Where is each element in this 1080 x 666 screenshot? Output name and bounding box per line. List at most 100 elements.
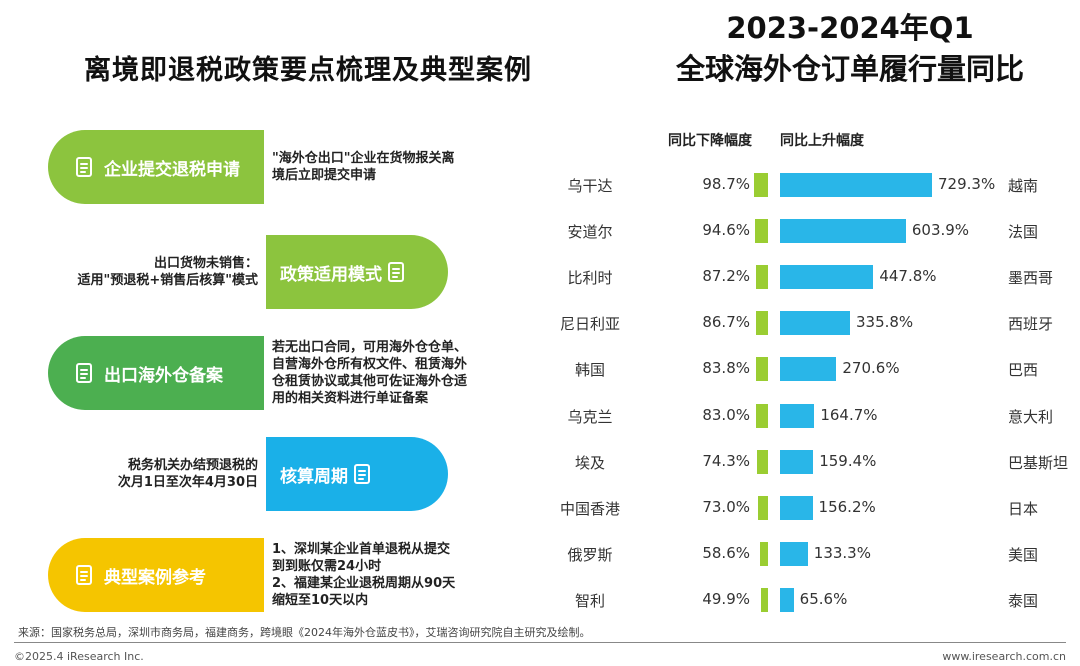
legend-decrease: 同比下降幅度 <box>668 133 752 149</box>
data-label-increase: 156.2% <box>818 497 876 516</box>
category-label-left: 尼日利亚 <box>560 315 621 334</box>
policy-desc-line: 仓租赁协议或其他可佐证海外仓适 <box>272 374 468 389</box>
data-label-decrease: 94.6% <box>702 221 750 240</box>
policy-desc-line: 次月1日至次年4月30日 <box>117 475 258 490</box>
data-label-decrease: 73.0% <box>702 497 750 516</box>
policy-pill-label: 核算周期 <box>280 466 348 487</box>
left-panel-title: 离境即退税政策要点梳理及典型案例 <box>84 55 532 86</box>
data-label-decrease: 83.0% <box>702 405 750 424</box>
cycle-icon <box>348 459 378 489</box>
category-label-right: 西班牙 <box>1008 315 1054 334</box>
policy-pill-label: 典型案例参考 <box>104 567 206 588</box>
policy-desc-line: "海外仓出口"企业在货物报关离 <box>272 151 455 166</box>
bar-increase <box>780 173 932 197</box>
category-label-left: 乌克兰 <box>567 407 613 426</box>
data-label-decrease: 58.6% <box>702 543 750 562</box>
chart-title: 2023-2024年Q1 全球海外仓订单履行量同比 <box>640 8 1060 90</box>
policy-pill-4: 核算周期 <box>266 437 448 511</box>
policy-pill-label: 企业提交退税申请 <box>104 159 240 180</box>
policy-desc-3: 若无出口合同，可用海外仓仓单、 自营海外仓所有权文件、租赁海外 仓租赁协议或其他可佐… <box>272 339 467 407</box>
policy-desc-2: 出口货物未销售： 适用"预退税+销售后核算"模式 <box>78 255 258 289</box>
policy-desc-1: "海外仓出口"企业在货物报关离 境后立即提交申请 <box>272 150 455 184</box>
bar-decrease <box>759 541 768 566</box>
category-label-right: 墨西哥 <box>1008 269 1054 288</box>
bar-decrease <box>755 311 768 336</box>
category-label-left: 中国香港 <box>560 499 621 518</box>
bar-decrease <box>755 265 768 290</box>
category-label-right: 泰国 <box>1008 591 1039 610</box>
policy-desc-line: 适用"预退税+销售后核算"模式 <box>77 273 258 288</box>
data-label-decrease: 86.7% <box>702 313 750 332</box>
policy-desc-4: 税务机关办结预退税的次月1日至次年4月30日 <box>118 457 258 491</box>
bar-decrease <box>757 495 768 520</box>
bar-decrease <box>754 173 768 197</box>
policy-pill-3: 出口海外仓备案 <box>48 336 264 410</box>
bar-increase <box>780 311 850 336</box>
data-label-decrease: 98.7% <box>702 175 750 193</box>
policy-desc-line: 若无出口合同，可用海外仓仓单、 <box>272 340 468 355</box>
policy-desc-line: 用的相关资料进行单证备案 <box>272 391 429 406</box>
person-icon <box>70 560 100 590</box>
policy-pill-label: 政策适用模式 <box>280 264 382 285</box>
bar-decrease <box>756 357 768 382</box>
category-label-left: 乌干达 <box>567 177 613 195</box>
category-label-right: 法国 <box>1008 223 1039 242</box>
chart-title-line2: 全球海外仓订单履行量同比 <box>675 52 1024 86</box>
bar-increase <box>780 265 874 290</box>
policy-desc-line: 自营海外仓所有权文件、租赁海外 <box>272 357 468 372</box>
bar-decrease <box>756 403 768 428</box>
bar-increase <box>780 219 906 244</box>
category-label-left: 智利 <box>574 591 605 610</box>
category-label-left: 安道尔 <box>567 223 613 242</box>
data-label-increase: 159.4% <box>819 451 877 470</box>
policy-desc-line: 税务机关办结预退税的 <box>127 458 258 473</box>
policy-pill-1: 企业提交退税申请 <box>48 130 264 204</box>
category-label-right: 意大利 <box>1008 407 1054 426</box>
data-label-increase: 603.9% <box>911 221 970 240</box>
source-note: 来源：国家税务总局，深圳市商务局，福建商务，跨境眼《2024年海外仓蓝皮书》，艾… <box>18 626 591 639</box>
policy-pill-label: 出口海外仓备案 <box>104 365 223 386</box>
website: www.iresearch.com.cn <box>942 650 1066 663</box>
data-label-decrease: 87.2% <box>702 267 750 286</box>
policy-desc-line: 缩短至10天以内 <box>272 593 369 608</box>
legend-increase: 同比上升幅度 <box>780 133 864 149</box>
policy-desc-5: 1、深圳某企业首单退税从提交 到到账仅需24小时 2、福建某企业退税周期从90天 缩短… <box>272 541 455 609</box>
bar-increase <box>780 541 808 566</box>
policy-desc-line: 1、深圳某企业首单退税从提交 <box>272 542 451 557</box>
data-label-increase: 65.6% <box>799 589 848 608</box>
policy-pill-2: 政策适用模式 <box>266 235 448 309</box>
data-label-increase: 335.8% <box>855 313 914 332</box>
copyright: ©2025.4 iResearch Inc. <box>14 650 144 663</box>
data-label-decrease: 49.9% <box>702 589 750 608</box>
bar-increase <box>780 449 814 474</box>
category-label-left: 韩国 <box>574 361 605 380</box>
footer-divider <box>14 642 1066 643</box>
bar-increase <box>780 587 794 612</box>
policy-desc-line: 出口货物未销售： <box>153 256 258 271</box>
data-label-decrease: 74.3% <box>702 451 750 470</box>
bar-increase <box>780 495 813 520</box>
category-label-left: 比利时 <box>567 269 613 288</box>
data-label-increase: 270.6% <box>842 359 900 378</box>
policy-desc-line: 到到账仅需24小时 <box>272 559 382 574</box>
data-label-increase: 447.8% <box>879 267 937 286</box>
category-label-right: 美国 <box>1008 545 1039 564</box>
document-icon <box>70 358 100 388</box>
policy-pill-5: 典型案例参考 <box>48 538 264 612</box>
category-label-right: 日本 <box>1008 499 1039 518</box>
bar-increase <box>780 357 837 382</box>
data-label-increase: 729.3% <box>938 175 996 193</box>
bar-decrease <box>754 219 768 244</box>
exchange-icon <box>382 257 412 287</box>
data-label-decrease: 83.8% <box>702 359 750 378</box>
category-label-left: 俄罗斯 <box>567 545 613 564</box>
bar-decrease <box>757 449 768 474</box>
policy-desc-line: 境后立即提交申请 <box>272 168 377 183</box>
bar-decrease <box>760 587 768 612</box>
category-label-right: 巴基斯坦 <box>1008 453 1069 472</box>
data-label-increase: 164.7% <box>820 405 878 424</box>
handshake-icon <box>70 152 100 182</box>
category-label-right: 越南 <box>1008 177 1039 195</box>
policy-desc-line: 2、福建某企业退税周期从90天 <box>272 576 456 591</box>
category-label-right: 巴西 <box>1008 361 1039 380</box>
